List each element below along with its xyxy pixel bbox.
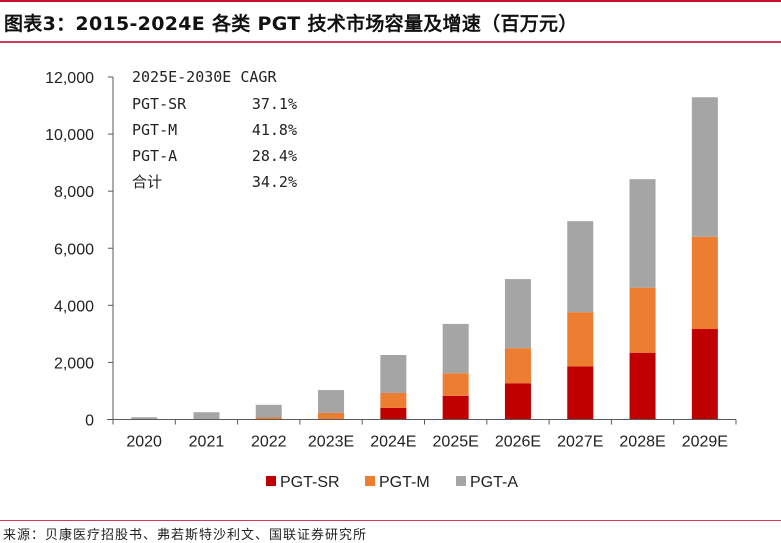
cagr-label-pgt-sr: PGT-SR [132, 95, 187, 113]
bars-group [131, 97, 718, 420]
y-tick-label: 4,000 [54, 298, 94, 315]
legend-label-pgt-sr: PGT-SR [280, 474, 340, 491]
bar-pgt-sr-2026e [504, 383, 531, 420]
x-tick-label: 2029E [682, 434, 728, 451]
bar-pgt-a-2026e [504, 279, 531, 349]
legend-swatch-pgt-sr [266, 476, 276, 486]
bar-pgt-sr-2028e [629, 352, 656, 420]
legend: PGT-SR PGT-M PGT-A [266, 474, 518, 491]
bar-pgt-a-2023e [318, 390, 345, 413]
bar-pgt-a-2027e [567, 221, 594, 313]
chart-title: 图表3：2015-2024E 各类 PGT 技术市场容量及增速（百万元） [4, 13, 578, 35]
y-tick-label: 8,000 [54, 184, 94, 201]
bar-pgt-m-2023e [318, 412, 345, 420]
cagr-value-pgt-a: 28.4% [252, 147, 297, 165]
legend-swatch-pgt-a [456, 476, 466, 486]
legend-label-pgt-m: PGT-M [379, 474, 430, 491]
cagr-value-pgt-sr: 37.1% [252, 95, 297, 113]
bar-pgt-sr-2027e [567, 366, 594, 420]
y-ticks-group: 0 2,000 4,000 6,000 8,000 10,000 12,000 [45, 70, 113, 430]
x-tick-label: 2025E [433, 434, 479, 451]
bar-pgt-sr-2024e [380, 407, 407, 420]
cagr-label-pgt-m: PGT-M [132, 121, 177, 139]
bar-pgt-m-2027e [567, 312, 594, 367]
footer-rule [0, 520, 781, 521]
cagr-header: 2025E-2030E CAGR [132, 68, 277, 86]
x-tick-label: 2024E [370, 434, 416, 451]
bar-pgt-a-2024e [380, 355, 407, 393]
y-tick-label: 10,000 [45, 127, 94, 144]
cagr-value-total: 34.2% [252, 173, 297, 191]
y-tick-label: 2,000 [54, 355, 94, 372]
x-tick-label: 2027E [557, 434, 603, 451]
bar-pgt-sr-2029e [691, 329, 718, 420]
bar-pgt-sr-2025e [442, 395, 469, 420]
bar-pgt-a-2028e [629, 179, 656, 288]
legend-label-pgt-a: PGT-A [470, 474, 518, 491]
bar-pgt-m-2026e [504, 348, 531, 384]
y-tick-label: 0 [85, 413, 94, 430]
legend-swatch-pgt-m [365, 476, 375, 486]
x-tick-label: 2023E [308, 434, 354, 451]
bar-pgt-a-2025e [442, 323, 469, 374]
top-rule [0, 0, 781, 2]
bar-pgt-a-2020 [131, 417, 158, 420]
x-ticks-group: 2020 2021 2022 2023E 2024E 2025E 2026E 2027E 202… [112, 419, 737, 451]
cagr-label-pgt-a: PGT-A [132, 147, 177, 165]
bar-pgt-a-2029e [691, 97, 718, 237]
bar-pgt-a-2022 [255, 404, 282, 418]
bar-pgt-a-2021 [193, 412, 220, 420]
y-tick-label: 12,000 [45, 70, 94, 87]
x-tick-label: 2020 [126, 434, 162, 451]
bar-pgt-m-2022 [255, 417, 282, 420]
bar-pgt-m-2029e [691, 236, 718, 330]
x-tick-label: 2028E [619, 434, 665, 451]
bar-pgt-m-2025e [442, 373, 469, 396]
y-tick-label: 6,000 [54, 241, 94, 258]
cagr-label-total: 合计 [132, 173, 162, 191]
cagr-annotation: 2025E-2030E CAGR PGT-SR 37.1% PGT-M 41.8… [132, 68, 297, 191]
x-tick-label: 2021 [189, 434, 225, 451]
source-note: 来源：贝康医疗招股书、弗若斯特沙利文、国联证券研究所 [3, 528, 368, 543]
bar-pgt-m-2028e [629, 287, 656, 353]
cagr-value-pgt-m: 41.8% [252, 121, 297, 139]
x-tick-label: 2022 [251, 434, 287, 451]
x-tick-label: 2026E [495, 434, 541, 451]
bar-pgt-m-2024e [380, 392, 407, 408]
title-rule [0, 41, 781, 43]
